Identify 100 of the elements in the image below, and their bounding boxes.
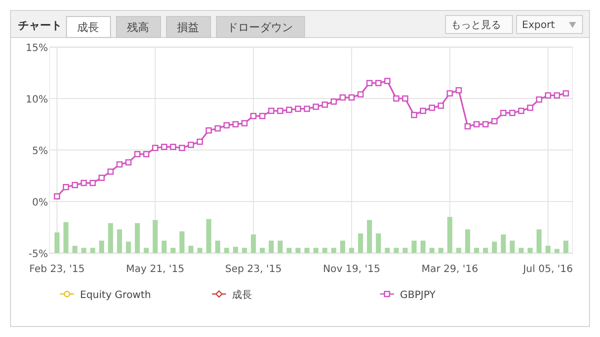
bar xyxy=(278,240,283,253)
bar xyxy=(134,223,140,253)
bar xyxy=(331,248,336,253)
bar xyxy=(447,216,452,253)
bar xyxy=(144,248,149,253)
point xyxy=(232,121,239,128)
point xyxy=(375,80,382,86)
point xyxy=(214,125,221,132)
bar xyxy=(170,248,176,253)
point xyxy=(500,110,506,116)
point xyxy=(384,78,390,84)
bar xyxy=(438,248,444,253)
point xyxy=(116,161,123,168)
button: もっと見る xyxy=(445,15,513,34)
bar xyxy=(546,246,550,253)
bar xyxy=(528,248,533,253)
chart-title: チャート xyxy=(18,19,62,32)
y-tick-label: -5% xyxy=(28,249,48,260)
bar xyxy=(510,240,515,253)
bar xyxy=(340,240,346,253)
point xyxy=(340,94,346,101)
legend-item: 成長 xyxy=(212,290,252,301)
point xyxy=(125,159,132,166)
point xyxy=(277,108,284,114)
point xyxy=(464,123,471,130)
bar xyxy=(376,233,381,253)
bar xyxy=(215,240,220,253)
bar xyxy=(349,248,354,253)
point xyxy=(544,92,552,99)
bar xyxy=(384,248,390,253)
x-tick-label: May 21, '15 xyxy=(126,264,184,275)
bar xyxy=(313,248,318,253)
point xyxy=(438,102,444,109)
y-tick-label: 5% xyxy=(32,146,48,157)
bar xyxy=(206,219,212,253)
point xyxy=(518,108,524,114)
point xyxy=(188,142,194,148)
point xyxy=(72,182,78,188)
x-tick-label: Jul 05, '16 xyxy=(522,264,573,275)
point xyxy=(62,184,70,190)
point xyxy=(322,102,328,108)
bar xyxy=(465,229,470,253)
bar xyxy=(250,234,256,253)
point xyxy=(348,94,355,101)
bar xyxy=(116,229,122,253)
point xyxy=(456,87,462,94)
point xyxy=(268,108,274,114)
point xyxy=(80,180,87,186)
point xyxy=(446,90,453,96)
bar xyxy=(402,248,408,253)
point xyxy=(357,91,364,98)
bar xyxy=(296,248,301,253)
point xyxy=(90,180,96,186)
x-tick-label: Feb 23, '15 xyxy=(29,264,85,275)
bar xyxy=(242,248,247,253)
point xyxy=(107,168,114,175)
point xyxy=(562,90,569,96)
bar xyxy=(358,233,364,253)
bar xyxy=(474,248,480,253)
bar xyxy=(268,240,274,253)
bar xyxy=(366,220,372,253)
point xyxy=(366,80,373,86)
tab: 残高 xyxy=(116,16,161,38)
x-tick-label: Sep 23, '15 xyxy=(225,264,282,275)
point xyxy=(294,106,302,112)
bar xyxy=(152,220,158,253)
point xyxy=(241,120,248,126)
point xyxy=(143,151,150,158)
bar xyxy=(536,229,542,253)
tab: 成長 xyxy=(66,16,111,38)
x-tick-label: Mar 29, '16 xyxy=(421,264,478,275)
bar xyxy=(563,240,568,253)
bar xyxy=(286,248,292,253)
point xyxy=(178,144,186,152)
bar xyxy=(492,242,497,253)
bar xyxy=(322,248,328,253)
point xyxy=(330,98,337,105)
point xyxy=(312,104,319,110)
bar xyxy=(456,248,462,253)
bar xyxy=(483,248,488,253)
point xyxy=(196,138,203,145)
point xyxy=(410,112,418,118)
point xyxy=(224,122,230,128)
y-tick-label: 0% xyxy=(32,198,48,208)
point xyxy=(170,144,176,150)
bar xyxy=(420,240,426,253)
legend-item: Equity Growth xyxy=(60,290,151,301)
point xyxy=(152,144,158,152)
bar xyxy=(500,234,506,253)
point xyxy=(304,106,310,112)
bar xyxy=(108,223,114,253)
bar xyxy=(304,248,310,253)
bar xyxy=(126,242,131,253)
point xyxy=(428,104,436,111)
y-tick-label: 10% xyxy=(26,94,48,106)
point xyxy=(473,121,480,128)
legend-label: Equity Growth xyxy=(80,290,151,301)
point xyxy=(259,112,266,120)
bar xyxy=(162,240,167,253)
point xyxy=(554,92,560,99)
